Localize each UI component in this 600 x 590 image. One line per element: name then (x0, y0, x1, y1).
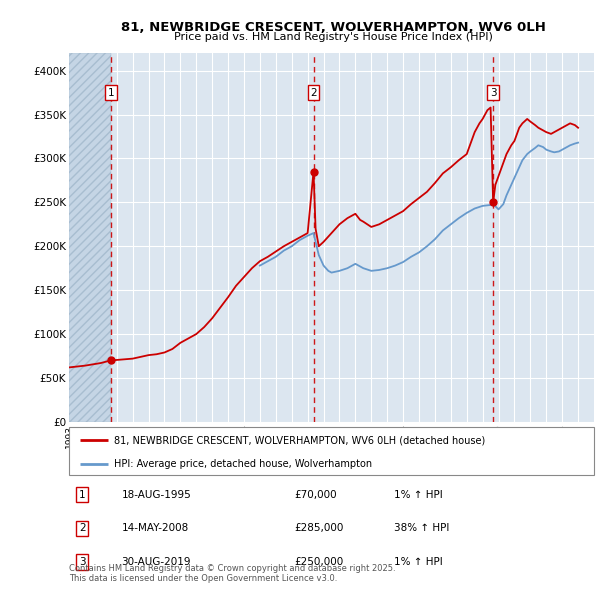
Text: 1: 1 (79, 490, 85, 500)
Bar (69, 53, 111, 422)
Text: 81, NEWBRIDGE CRESCENT, WOLVERHAMPTON, WV6 0LH (detached house): 81, NEWBRIDGE CRESCENT, WOLVERHAMPTON, W… (113, 435, 485, 445)
Text: 2: 2 (79, 523, 85, 533)
Text: 1% ↑ HPI: 1% ↑ HPI (395, 490, 443, 500)
Text: 81, NEWBRIDGE CRESCENT, WOLVERHAMPTON, WV6 0LH: 81, NEWBRIDGE CRESCENT, WOLVERHAMPTON, W… (121, 21, 545, 34)
Text: 2: 2 (310, 87, 317, 97)
Text: 18-AUG-1995: 18-AUG-1995 (121, 490, 191, 500)
Text: 3: 3 (79, 557, 85, 567)
Text: 1: 1 (107, 87, 114, 97)
Text: £250,000: £250,000 (295, 557, 344, 567)
Text: 3: 3 (490, 87, 496, 97)
Text: £70,000: £70,000 (295, 490, 337, 500)
Text: £285,000: £285,000 (295, 523, 344, 533)
Text: Price paid vs. HM Land Registry's House Price Index (HPI): Price paid vs. HM Land Registry's House … (173, 32, 493, 42)
Text: HPI: Average price, detached house, Wolverhampton: HPI: Average price, detached house, Wolv… (113, 459, 372, 469)
Text: 30-AUG-2019: 30-AUG-2019 (121, 557, 191, 567)
Text: 38% ↑ HPI: 38% ↑ HPI (395, 523, 450, 533)
Text: Contains HM Land Registry data © Crown copyright and database right 2025.
This d: Contains HM Land Registry data © Crown c… (69, 563, 395, 583)
Text: 14-MAY-2008: 14-MAY-2008 (121, 523, 189, 533)
FancyBboxPatch shape (69, 427, 594, 475)
Text: 1% ↑ HPI: 1% ↑ HPI (395, 557, 443, 567)
